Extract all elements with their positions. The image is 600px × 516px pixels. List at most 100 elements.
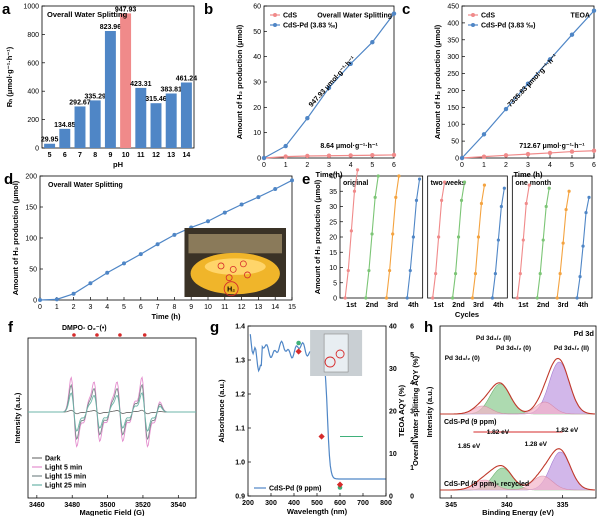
data-point: [535, 296, 539, 300]
data-point: [481, 154, 487, 159]
inset-bubble: [229, 266, 237, 273]
data-point: [346, 268, 350, 273]
data-point: [496, 238, 500, 242]
inset-bubble: [244, 271, 251, 279]
data-point: [481, 132, 487, 137]
series-line: [39, 179, 293, 301]
data-point: [256, 195, 261, 200]
x-tick-label: 3rd: [387, 302, 398, 309]
data-point: [584, 211, 588, 215]
panel-b: b 0 10 20 30 40 50 60 0 1 2 3 4 5 6 Time(h) Amount of H…: [200, 0, 400, 179]
panel-f-label: f: [8, 319, 14, 336]
x-tick-label: 6: [392, 162, 396, 169]
inset-bubble: [225, 274, 233, 282]
data-point: [470, 296, 475, 300]
y-axis-label: Amount of H₂ production (μmol): [11, 180, 20, 295]
legend-label-cdspd: CdS-Pd (3.83 ‰): [481, 23, 535, 30]
legend-label-cds: CdS: [283, 13, 297, 20]
inset-bubble: [217, 262, 225, 270]
data-point: [349, 229, 353, 233]
y-tick-label: 1.4: [235, 324, 245, 331]
y-tick-label: 0: [455, 156, 459, 163]
data-point: [376, 174, 380, 178]
data-point: [397, 174, 401, 178]
data-point: [431, 296, 435, 300]
x-tick-label: 1: [284, 162, 288, 169]
y3-tick-label: 1: [410, 465, 414, 472]
x-tick-label: 700: [357, 500, 369, 507]
data-point: [206, 219, 210, 224]
aqy-ows-point: [318, 433, 325, 440]
y-tick-label: 100: [25, 236, 37, 243]
x-tick-label: 5: [122, 304, 126, 311]
x-tick-label: 600: [334, 500, 346, 507]
y-tick-label: 40: [329, 174, 337, 181]
legend-label-cds: CdS: [481, 13, 495, 20]
y-tick-label: 30: [329, 204, 337, 211]
x-axis-label: Binding Energy (eV): [482, 508, 554, 516]
aqy-teoa-point: [296, 340, 301, 346]
y2-tick-label: 10: [389, 451, 397, 458]
panel-c-label: c: [402, 1, 410, 18]
data-point: [575, 296, 579, 300]
y3-tick-label: 2: [410, 437, 414, 444]
y-tick-label: 30: [253, 80, 261, 87]
y-tick-label: 15: [329, 250, 337, 257]
x-tick-label: 2: [305, 162, 309, 169]
bar-value-label: 947.93: [115, 6, 137, 13]
data-point: [547, 186, 551, 190]
peak-marker: [142, 333, 147, 337]
data-point: [405, 296, 409, 300]
data-point: [567, 189, 571, 193]
rate-annotation-cds: 8.64 μmol·g⁻¹·h⁻¹: [320, 143, 378, 150]
x-tick-label: 0: [262, 162, 266, 169]
peak-label: Pd 3d₅/₂ (II): [554, 345, 589, 352]
bar: [180, 82, 192, 148]
data-point: [442, 180, 447, 184]
x-tick-label: 1: [55, 304, 59, 311]
panel-c: c 0 50 100 150 200 250 300 350 400 450 0 1 2 3 4 5 6 Time…: [400, 0, 600, 179]
y-tick-label: 0: [333, 296, 337, 303]
panel-h: h 345 340 335 Pd 3d Pd 3d₃/₂ (II) Pd 3d₅/₂ (0…: [420, 318, 600, 516]
data-point: [71, 291, 76, 296]
data-point: [273, 187, 278, 192]
data-point: [482, 183, 487, 187]
data-point: [456, 235, 461, 239]
rate-annotation-cds: 712.67 μmol·g⁻¹·h⁻¹: [519, 143, 585, 150]
data-point: [544, 204, 548, 209]
legend-label: CdS-Pd (9 ppm): [269, 486, 322, 493]
chart-title: Pd 3d: [574, 329, 595, 338]
x-tick-label: 5: [570, 162, 574, 169]
x-axis-label: Wavelength (nm): [287, 507, 348, 516]
y-tick-label: 400: [447, 20, 459, 27]
y-tick-label: 0: [257, 156, 261, 163]
x-tick-label: 2nd: [537, 302, 549, 309]
x-tick-label: 1: [482, 162, 486, 169]
x-tick-label: 6: [592, 162, 596, 169]
y-tick-label: 200: [447, 88, 459, 95]
y-tick-label: 450: [447, 4, 459, 11]
x-tick-label: 9: [189, 304, 193, 311]
fit-envelope: [440, 357, 595, 415]
data-point: [367, 268, 371, 273]
bar: [135, 87, 147, 148]
y-tick-label: 35: [329, 189, 337, 196]
data-point: [155, 242, 160, 247]
y2-tick-label: 0: [389, 494, 393, 501]
data-point: [591, 8, 597, 13]
peak-marker: [118, 333, 122, 337]
x-tick-label: 1st: [434, 302, 445, 309]
legend-marker-cds: [471, 13, 475, 17]
peak-marker: [72, 333, 76, 337]
bar: [150, 103, 162, 148]
data-point: [476, 235, 481, 239]
x-tick-label: 11: [137, 152, 145, 159]
panel-e: e 0 5 10 15 20 25 30 35 40 original 1st 2nd 3rd 4th tw…: [300, 168, 600, 320]
y-tick-label: 1.2: [235, 392, 245, 399]
y2-tick-label: 40: [389, 324, 397, 331]
x-tick-label: 12: [238, 304, 246, 311]
data-point: [391, 152, 397, 158]
x-tick-label: 5: [48, 152, 52, 159]
inset-h2-circle: [223, 281, 239, 297]
x-tick-label: 10: [122, 152, 130, 159]
